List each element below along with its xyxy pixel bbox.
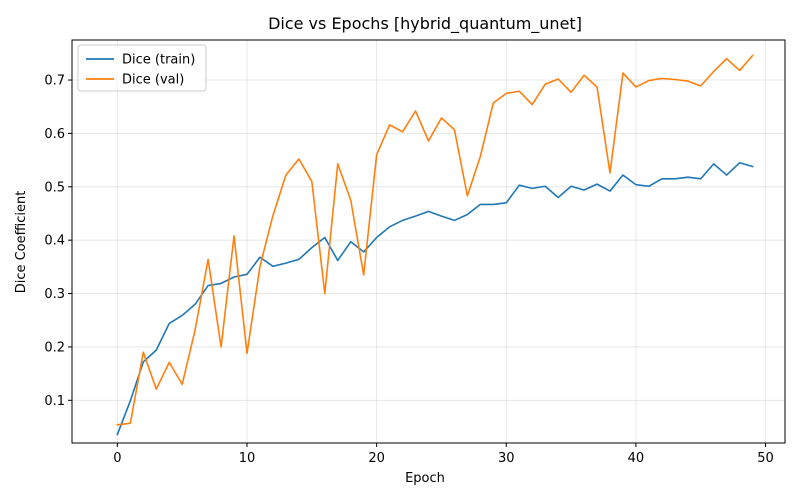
series-line-train	[116, 161, 754, 436]
plot-frame	[71, 39, 786, 444]
x-tick-label: 30	[498, 451, 515, 466]
legend-label: Dice (val)	[122, 73, 184, 88]
series-layer	[116, 54, 754, 436]
series-line-val	[116, 54, 754, 426]
x-tick-label: 10	[239, 451, 256, 466]
x-axis-label: Epoch	[405, 471, 445, 486]
y-tick-label: 0.5	[44, 180, 65, 195]
y-tick-label: 0.2	[44, 340, 65, 355]
y-axis-label: Dice Coefficient	[14, 191, 29, 294]
y-tick-label: 0.6	[44, 127, 65, 142]
ticks: 0 10 20 30 40 50 0.1 0.2 0.3 0.4 0.5 0.6 0.7	[44, 74, 774, 466]
legend-label: Dice (train)	[122, 53, 195, 68]
chart-title: Dice vs Epochs [hybrid_quantum_unet]	[268, 14, 582, 34]
x-tick-label: 0	[113, 451, 121, 466]
x-tick-label: 40	[628, 451, 645, 466]
y-tick-label: 0.7	[44, 74, 65, 89]
y-tick-label: 0.4	[44, 234, 65, 249]
legend: Dice (train) Dice (val)	[77, 44, 207, 92]
y-tick-label: 0.1	[44, 394, 65, 409]
y-tick-label: 0.3	[44, 287, 65, 302]
x-tick-label: 50	[757, 451, 774, 466]
x-tick-label: 20	[368, 451, 385, 466]
